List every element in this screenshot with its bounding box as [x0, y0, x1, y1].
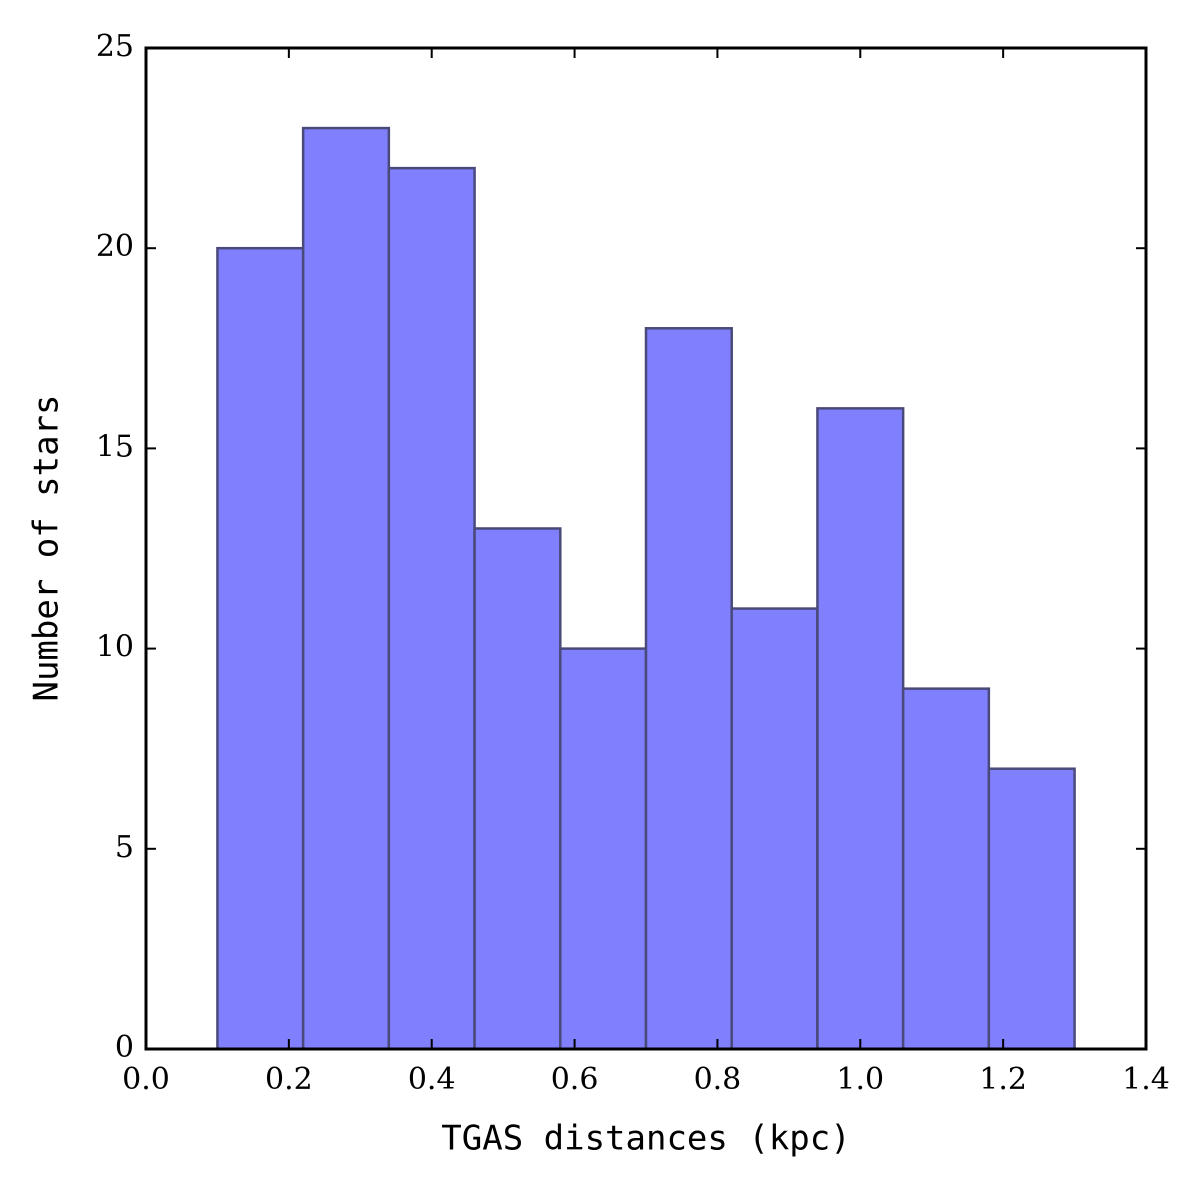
bar [816, 407, 905, 1051]
bar [901, 687, 991, 1051]
y-axis-label: Number of stars [27, 394, 67, 701]
y-tick-label: 5 [115, 830, 134, 865]
x-tick-label: 0.4 [408, 1062, 456, 1097]
x-tick-label: 1.2 [979, 1062, 1027, 1097]
bar [559, 647, 648, 1051]
y-tick-label: 20 [96, 229, 134, 264]
bar [473, 527, 562, 1051]
x-tick-label: 1.0 [836, 1062, 884, 1097]
x-tick-label: 1.4 [1122, 1062, 1170, 1097]
bar [387, 166, 476, 1051]
bar [216, 246, 305, 1051]
bar [301, 126, 391, 1051]
x-tick-label: 0.2 [265, 1062, 313, 1097]
y-tick-label: 0 [115, 1030, 134, 1065]
y-tick-label: 15 [96, 429, 134, 464]
plot-frame [144, 46, 1148, 1051]
bar [644, 327, 733, 1051]
x-tick-label: 0.6 [551, 1062, 599, 1097]
x-tick-label: 0.8 [694, 1062, 742, 1097]
bar [730, 607, 819, 1051]
y-tick-label: 10 [96, 630, 134, 665]
bar [987, 767, 1076, 1051]
y-tick-label: 25 [96, 29, 134, 64]
x-axis-label: TGAS distances (kpc) [441, 1119, 850, 1159]
x-tick-label: 0.0 [122, 1062, 170, 1097]
